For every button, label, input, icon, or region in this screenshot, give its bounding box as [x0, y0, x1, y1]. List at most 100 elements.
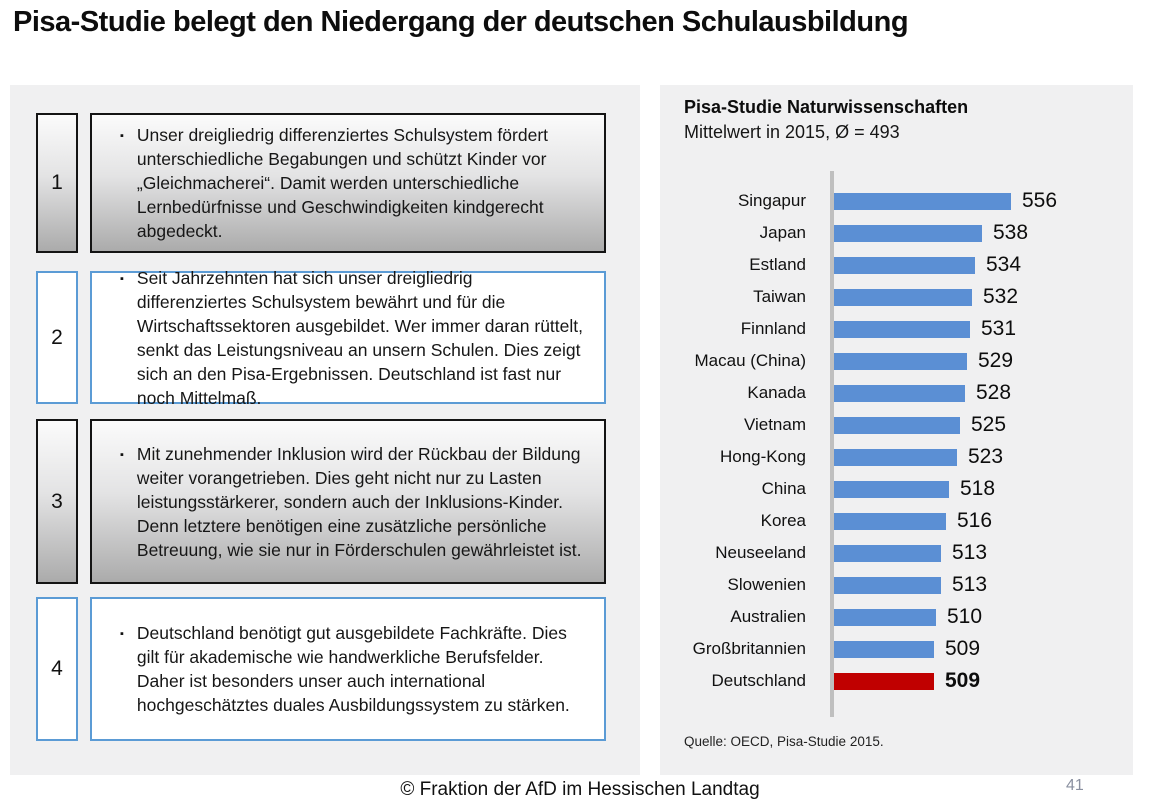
key-points-panel: 1 ▪ Unser dreigliedrig differenziertes S…: [10, 85, 640, 775]
chart-category-label: Slowenien: [727, 575, 806, 594]
bullet-square-icon: ▪: [120, 130, 124, 142]
chart-bar-cell: 531: [818, 317, 1127, 341]
chart-bar-cell: 509: [818, 637, 1127, 661]
chart-title: Pisa-Studie Naturwissenschaften: [684, 97, 969, 117]
chart-value-label: 532: [983, 285, 1019, 308]
point-number-badge: 2: [36, 271, 78, 404]
chart-category-label: Singapur: [737, 191, 806, 210]
chart-bar-cell: 529: [818, 349, 1127, 373]
chart-bar: [834, 480, 949, 498]
point-text: Unser dreigliedrig differenziertes Schul…: [136, 125, 549, 241]
chart-row: Korea 516: [672, 505, 1127, 537]
chart-category-label: Kanada: [747, 383, 806, 402]
point-number-badge: 1: [36, 113, 78, 253]
chart-row: Taiwan 532: [672, 281, 1127, 313]
chart-value-label: 528: [976, 381, 1012, 404]
chart-category-label: Estland: [749, 255, 806, 274]
chart-row: Neuseeland 513: [672, 537, 1127, 569]
chart-row: Slowenien 513: [672, 569, 1127, 601]
chart-category-label: Deutschland: [711, 671, 806, 690]
chart-bar: [834, 608, 936, 626]
point-text-box: ▪ Mit zunehmender Inklusion wird der Rüc…: [90, 419, 606, 584]
chart-bar-cell: 513: [818, 541, 1127, 565]
chart-bar-cell: 538: [818, 221, 1127, 245]
chart-value-label: 516: [957, 509, 993, 532]
chart-bar-cell: 523: [818, 445, 1127, 469]
chart-category-label: Vietnam: [743, 415, 806, 434]
page-number: 41: [1066, 777, 1084, 794]
chart-bar: [834, 224, 982, 242]
chart-row: Deutschland 509: [672, 665, 1127, 697]
bar-chart: Singapur 556 Japan 538 Estland 534 Taiwan 532 Fi…: [672, 171, 1127, 717]
chart-value-label: 534: [986, 253, 1022, 276]
chart-value-label: 523: [968, 445, 1004, 468]
chart-row: Hong-Kong 523: [672, 441, 1127, 473]
chart-bar: [834, 192, 1011, 210]
chart-bar-cell: 528: [818, 381, 1127, 405]
bullet-square-icon: ▪: [120, 272, 124, 285]
chart-category-label: Neuseeland: [715, 543, 806, 562]
chart-category-label: Großbritannien: [692, 639, 806, 658]
pisa-chart-panel: Pisa-Studie Naturwissenschaften Mittelwe…: [660, 85, 1133, 775]
chart-row: Singapur 556: [672, 185, 1127, 217]
page-title: Pisa-Studie belegt den Niedergang der de…: [13, 6, 909, 38]
bullet-square-icon: ▪: [120, 448, 124, 461]
chart-bar: [834, 640, 934, 658]
point-text-box: ▪ Deutschland benötigt gut ausgebildete …: [90, 597, 606, 741]
chart-bar: [834, 544, 941, 562]
chart-category-label: Finnland: [740, 319, 806, 338]
chart-category-label: Australien: [730, 607, 806, 626]
chart-value-label: 509: [945, 669, 981, 692]
point-row-4: 4 ▪ Deutschland benötigt gut ausgebildet…: [36, 597, 640, 741]
chart-bar: [834, 576, 941, 594]
chart-value-label: 538: [993, 221, 1029, 244]
chart-category-label: Macau (China): [694, 351, 807, 370]
chart-row: Großbritannien 509: [672, 633, 1127, 665]
footer-copyright: © Fraktion der AfD im Hessischen Landtag: [400, 779, 760, 800]
chart-bar-cell: 513: [818, 573, 1127, 597]
chart-row: Estland 534: [672, 249, 1127, 281]
chart-bar-cell: 532: [818, 285, 1127, 309]
chart-bar-cell: 525: [818, 413, 1127, 437]
point-text: Mit zunehmender Inklusion wird der Rückb…: [136, 443, 582, 560]
point-row-3: 3 ▪ Mit zunehmender Inklusion wird der R…: [36, 419, 640, 584]
chart-row: Finnland 531: [672, 313, 1127, 345]
point-text-box: ▪ Unser dreigliedrig differenziertes Sch…: [90, 113, 606, 253]
chart-row: China 518: [672, 473, 1127, 505]
point-text-box: ▪ Seit Jahrzehnten hat sich unser dreigl…: [90, 268, 606, 408]
chart-row: Japan 538: [672, 217, 1127, 249]
chart-bar: [834, 416, 960, 434]
chart-bar-cell: 556: [818, 189, 1127, 213]
chart-value-label: 513: [952, 541, 988, 564]
point-number-badge: 3: [36, 419, 78, 584]
chart-row: Vietnam 525: [672, 409, 1127, 441]
chart-bar: [834, 672, 934, 690]
point-row-1: 1 ▪ Unser dreigliedrig differenziertes S…: [36, 113, 640, 253]
chart-value-label: 513: [952, 573, 988, 596]
chart-bar-cell: 518: [818, 477, 1127, 501]
chart-category-label: Japan: [759, 223, 806, 242]
chart-bar: [834, 512, 946, 530]
point-text: Seit Jahrzehnten hat sich unser dreiglie…: [136, 267, 584, 408]
chart-row: Australien 510: [672, 601, 1127, 633]
chart-bar: [834, 448, 957, 466]
chart-bar-cell: 516: [818, 509, 1127, 533]
chart-value-label: 510: [947, 605, 983, 628]
chart-bar: [834, 288, 972, 306]
chart-source-note: Quelle: OECD, Pisa-Studie 2015.: [684, 734, 884, 749]
chart-category-label: China: [761, 479, 806, 498]
chart-row: Macau (China) 529: [672, 345, 1127, 377]
chart-bar-cell: 510: [818, 605, 1127, 629]
point-row-2: 2 ▪ Seit Jahrzehnten hat sich unser drei…: [36, 268, 640, 408]
chart-value-label: 518: [960, 477, 996, 500]
chart-bar-cell: 509: [818, 669, 1127, 693]
chart-value-label: 525: [971, 413, 1007, 436]
chart-value-label: 529: [978, 349, 1014, 372]
chart-bar: [834, 320, 970, 338]
bullet-square-icon: ▪: [120, 628, 124, 640]
chart-bar: [834, 352, 967, 370]
chart-value-label: 556: [1022, 189, 1058, 212]
chart-value-label: 509: [945, 637, 981, 660]
chart-bar: [834, 384, 965, 402]
chart-axis-line: [830, 171, 834, 717]
